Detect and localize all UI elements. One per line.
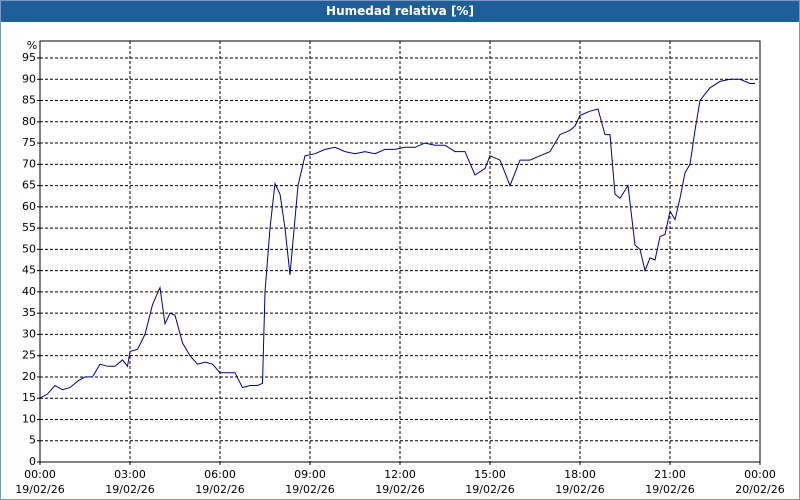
y-tick-label: 85 — [22, 94, 36, 107]
y-tick-label: 15 — [22, 391, 36, 404]
y-tick-label: 35 — [22, 306, 36, 319]
y-tick-label: 55 — [22, 221, 36, 234]
x-tick-label: 06:00 — [204, 468, 236, 481]
x-tick-date: 19/02/26 — [465, 483, 514, 496]
data-line — [39, 78, 755, 399]
x-tick-label: 12:00 — [384, 468, 416, 481]
y-tick-label: 75 — [22, 136, 36, 149]
x-tick-date: 19/02/26 — [645, 483, 694, 496]
x-tick-label: 00:00 — [24, 468, 56, 481]
x-tick-date: 19/02/26 — [375, 483, 424, 496]
x-tick-date: 19/02/26 — [105, 483, 154, 496]
x-tick-label: 09:00 — [294, 468, 326, 481]
x-tick-date: 19/02/26 — [285, 483, 334, 496]
y-tick-label: 45 — [22, 264, 36, 277]
y-tick-label: 5 — [29, 434, 36, 447]
y-tick-label: 95 — [22, 51, 36, 64]
x-tick-date: 19/02/26 — [15, 483, 64, 496]
y-tick-label: 30 — [22, 327, 36, 340]
x-tick-date: 19/02/26 — [555, 483, 604, 496]
x-tick-label: 21:00 — [654, 468, 686, 481]
y-tick-label: 25 — [22, 349, 36, 362]
y-tick-label: 40 — [22, 285, 36, 298]
y-tick-label: 90 — [22, 72, 36, 85]
y-tick-label: 65 — [22, 179, 36, 192]
chart: % 0 5 10 15 20 25 30 35 40 45 50 55 60 65 70 75 80 85 90 95… — [15, 39, 784, 496]
x-tick-date: 19/02/26 — [195, 483, 244, 496]
x-tick-label: 00:00 — [744, 468, 776, 481]
x-tick-label: 18:00 — [564, 468, 596, 481]
title-bar: Humedad relativa [%] — [1, 1, 799, 22]
x-tick-date: 20/02/26 — [735, 483, 784, 496]
y-tick-label: 80 — [22, 115, 36, 128]
y-tick-label: 20 — [22, 370, 36, 383]
y-unit: % — [27, 39, 37, 52]
y-tick-label: 10 — [22, 412, 36, 425]
y-tick-label: 0 — [29, 455, 36, 468]
y-tick-label: 50 — [22, 242, 36, 255]
y-tick-label: 60 — [22, 200, 36, 213]
x-tick-label: 15:00 — [474, 468, 506, 481]
x-tick-label: 03:00 — [114, 468, 146, 481]
y-tick-label: 70 — [22, 157, 36, 170]
